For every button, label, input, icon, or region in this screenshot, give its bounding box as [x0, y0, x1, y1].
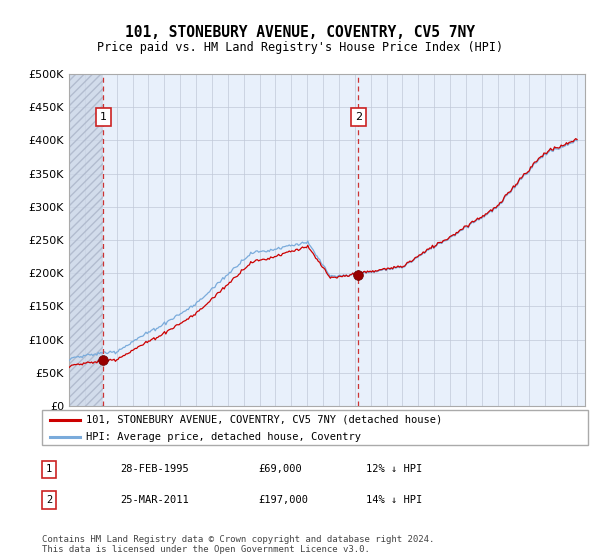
- Text: 14% ↓ HPI: 14% ↓ HPI: [366, 495, 422, 505]
- FancyBboxPatch shape: [42, 410, 588, 445]
- Text: 12% ↓ HPI: 12% ↓ HPI: [366, 464, 422, 474]
- Text: 2: 2: [46, 495, 52, 505]
- Text: 101, STONEBURY AVENUE, COVENTRY, CV5 7NY: 101, STONEBURY AVENUE, COVENTRY, CV5 7NY: [125, 25, 475, 40]
- Text: £197,000: £197,000: [258, 495, 308, 505]
- Text: HPI: Average price, detached house, Coventry: HPI: Average price, detached house, Cove…: [86, 432, 361, 442]
- Text: 28-FEB-1995: 28-FEB-1995: [120, 464, 189, 474]
- Text: 1: 1: [46, 464, 52, 474]
- Text: 101, STONEBURY AVENUE, COVENTRY, CV5 7NY (detached house): 101, STONEBURY AVENUE, COVENTRY, CV5 7NY…: [86, 415, 442, 425]
- Text: 25-MAR-2011: 25-MAR-2011: [120, 495, 189, 505]
- Text: Price paid vs. HM Land Registry's House Price Index (HPI): Price paid vs. HM Land Registry's House …: [97, 40, 503, 54]
- Text: 2: 2: [355, 112, 362, 122]
- Text: £69,000: £69,000: [258, 464, 302, 474]
- Text: 1: 1: [100, 112, 107, 122]
- Text: Contains HM Land Registry data © Crown copyright and database right 2024.
This d: Contains HM Land Registry data © Crown c…: [42, 535, 434, 554]
